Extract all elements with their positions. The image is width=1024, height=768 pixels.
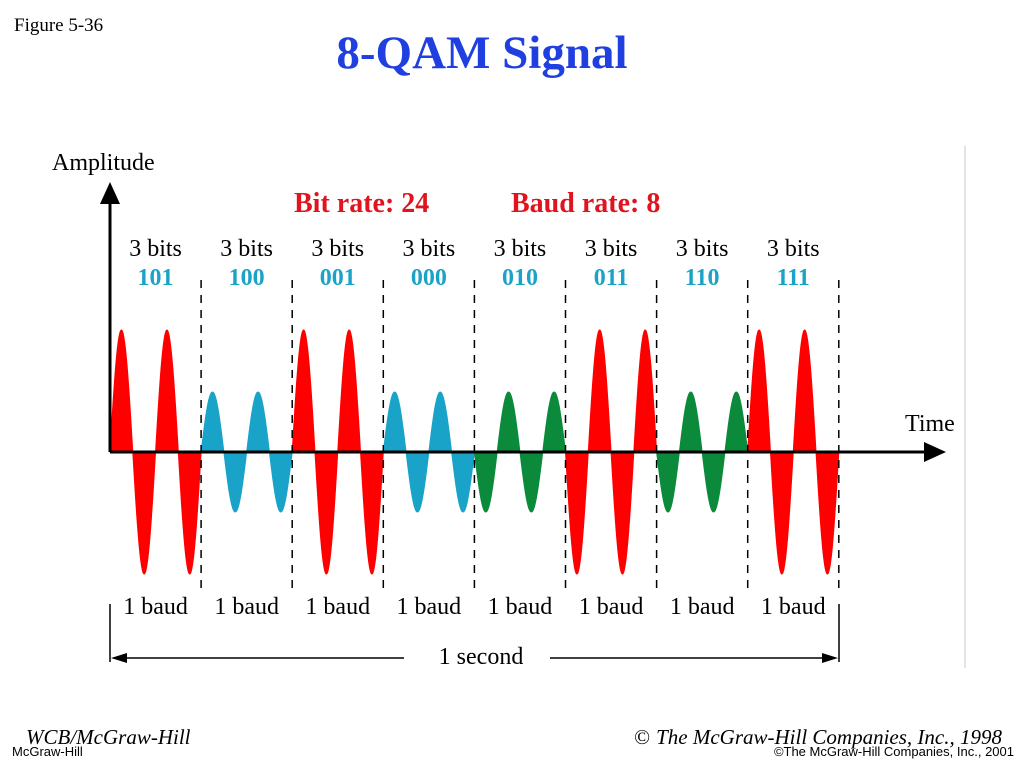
footer-copyright: © The McGraw-Hill Companies, Inc., 1998 (634, 725, 1002, 750)
bits-label: 3 bits (129, 236, 182, 262)
bit-code-label: 001 (320, 265, 356, 291)
baud-label: 1 baud (123, 594, 188, 620)
bits-label: 3 bits (585, 236, 638, 262)
segment-labels: 3 bits 101 1 baud 3 bits 100 1 baud 3 bits 001 1… (123, 236, 825, 620)
bit-code-label: 110 (685, 265, 720, 291)
bit-code-label: 101 (138, 265, 174, 291)
bits-label: 3 bits (767, 236, 820, 262)
bits-label: 3 bits (676, 236, 729, 262)
amplitude-axis-arrow (100, 182, 120, 204)
bit-code-label: 111 (777, 265, 810, 291)
baud-label: 1 baud (397, 594, 462, 620)
baud-label: 1 baud (214, 594, 279, 620)
duration-arrow-left (111, 653, 127, 663)
bits-label: 3 bits (311, 236, 364, 262)
baud-label: 1 baud (305, 594, 370, 620)
bits-label: 3 bits (403, 236, 456, 262)
duration-arrow-right (822, 653, 838, 663)
bits-label: 3 bits (494, 236, 547, 262)
time-label: Time (905, 411, 955, 437)
time-axis-arrow (924, 442, 946, 462)
baud-label: 1 baud (579, 594, 644, 620)
baud-label: 1 baud (761, 594, 826, 620)
baud-rate-label: Baud rate: 8 (511, 188, 660, 219)
amplitude-label: Amplitude (52, 150, 155, 176)
bit-code-label: 000 (411, 265, 447, 291)
footer-small-copyright: ©The McGraw-Hill Companies, Inc., 2001 (773, 744, 1014, 759)
figure-label: Figure 5-36 (14, 15, 104, 36)
bit-code-label: 010 (502, 265, 538, 291)
copyright-symbol: © (634, 725, 651, 749)
bit-rate-label: Bit rate: 24 (294, 188, 429, 219)
duration-label: 1 second (439, 644, 524, 670)
baud-boundaries (200, 280, 840, 592)
footer-copyright-text: The McGraw-Hill Companies, Inc., 1998 (656, 725, 1002, 749)
footer-small-publisher: McGraw-Hill (12, 744, 83, 759)
footer-publisher: WCB/McGraw-Hill (26, 725, 191, 749)
bit-code-label: 100 (229, 265, 265, 291)
slide-title: 8-QAM Signal (336, 27, 628, 79)
baud-label: 1 baud (670, 594, 735, 620)
baud-label: 1 baud (488, 594, 553, 620)
bits-label: 3 bits (220, 236, 273, 262)
bit-code-label: 011 (594, 265, 629, 291)
